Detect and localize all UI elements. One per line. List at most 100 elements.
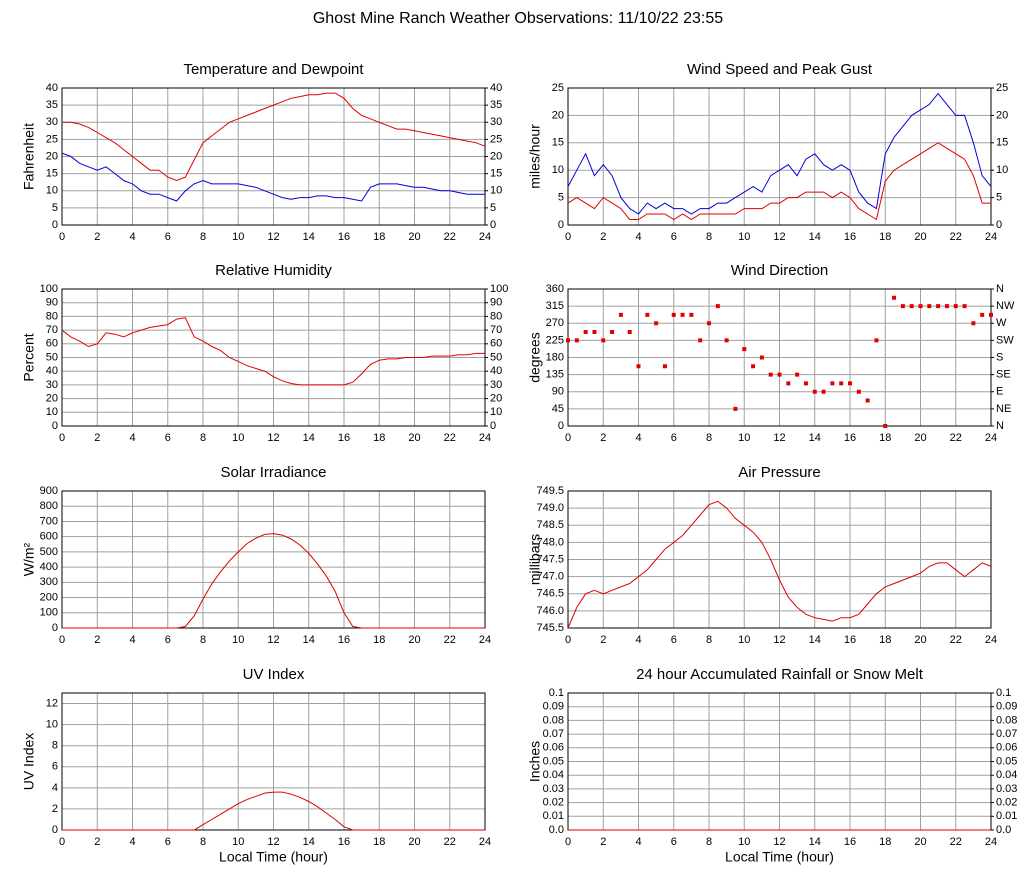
x-tick-label: 10 [232,634,244,646]
page-title: Ghost Mine Ranch Weather Observations: 1… [313,10,723,27]
y-tick-label: 0.1 [549,687,564,699]
y-tick-label: 400 [40,561,58,573]
x-tick-label: 0 [565,231,571,243]
x-tick-label: 6 [671,231,677,243]
point [751,364,756,369]
point [566,338,570,343]
y-axis-label: Percent [21,333,37,381]
x-tick-label: 2 [94,836,100,848]
x-tick-label: 16 [338,432,350,444]
x-tick-label: 12 [773,836,785,848]
x-tick-label: 0 [59,836,65,848]
x-tick-label: 0 [59,432,65,444]
y-tick-label: 600 [40,531,58,543]
point [610,330,615,335]
x-axis-label: Local Time (hour) [219,849,328,865]
y2-tick-label: 0 [490,420,496,432]
y-tick-label: 200 [40,591,58,603]
point [848,381,852,386]
point [698,338,703,343]
y-tick-label: 270 [546,317,564,329]
y-tick-label: 30 [46,116,58,128]
x-tick-label: 0 [59,231,65,243]
y-axis-label: Fahrenheit [21,123,37,190]
point [795,372,800,377]
x-tick-label: 10 [738,634,750,646]
point [715,304,720,309]
panel-title: Relative Humidity [215,262,332,279]
y-tick-label: 900 [40,485,58,497]
y2-tick-label: S [996,351,1003,363]
point [944,304,949,309]
x-tick-label: 2 [600,231,606,243]
y2-tick-label: 50 [490,351,502,363]
y-tick-label: 0.02 [543,797,564,809]
plot-frame [567,87,992,226]
y-tick-label: 15 [552,137,564,149]
point [742,347,747,352]
plot-frame [61,692,486,831]
y-tick-label: 0.01 [543,810,564,822]
y2-tick-label: 25 [490,133,502,145]
x-tick-label: 14 [809,836,821,848]
series-line [567,142,991,221]
y2-tick-label: 0.0 [996,824,1011,836]
y-tick-label: 25 [46,133,58,145]
x-tick-label: 10 [232,836,244,848]
y2-tick-label: 15 [996,137,1008,149]
y-tick-label: 45 [552,403,564,415]
point [574,338,579,343]
panel-title: UV Index [243,666,305,683]
y2-tick-label: E [996,386,1003,398]
x-tick-label: 12 [267,231,279,243]
x-tick-label: 18 [879,432,891,444]
x-tick-label: 6 [671,836,677,848]
y-tick-label: 800 [40,500,58,512]
y-tick-label: 6 [52,761,58,773]
x-tick-label: 16 [844,634,856,646]
y2-tick-label: 0.07 [996,728,1017,740]
point [601,338,606,343]
y-tick-label: 90 [552,386,564,398]
x-tick-label: 16 [338,634,350,646]
series-line [567,92,992,215]
y-tick-label: 180 [546,351,564,363]
x-tick-label: 22 [950,231,962,243]
series-line [62,92,486,182]
x-tick-label: 14 [809,634,821,646]
point [654,321,659,326]
y2-tick-label: 5 [490,202,496,214]
y-tick-label: 748.5 [536,519,564,531]
point [980,312,985,317]
y-tick-label: 500 [40,546,58,558]
x-tick-label: 20 [408,432,420,444]
x-tick-label: 8 [200,231,206,243]
y2-tick-label: 0.04 [996,769,1017,781]
x-tick-label: 14 [303,634,315,646]
x-tick-label: 16 [338,836,350,848]
point [662,364,667,369]
x-tick-label: 10 [232,432,244,444]
y2-tick-label: 0.02 [996,797,1017,809]
x-tick-label: 8 [200,836,206,848]
x-tick-label: 16 [844,231,856,243]
y2-tick-label: 35 [490,99,502,111]
x-tick-label: 18 [879,634,891,646]
y2-tick-label: 20 [490,150,502,162]
y-tick-label: 80 [46,310,58,322]
y-tick-label: 40 [46,365,58,377]
x-tick-label: 24 [479,432,491,444]
y2-tick-label: SE [996,369,1011,381]
y-tick-label: 15 [46,168,58,180]
series-line [567,500,992,629]
y-tick-label: 360 [546,283,564,295]
x-tick-label: 14 [809,432,821,444]
y-tick-label: 0.08 [543,714,564,726]
x-tick-label: 10 [738,231,750,243]
x-tick-label: 4 [129,432,135,444]
y-tick-label: 0.07 [543,728,564,740]
x-tick-label: 8 [706,231,712,243]
point [759,355,764,360]
y-tick-label: 0.0 [549,824,564,836]
y2-tick-label: W [996,317,1007,329]
